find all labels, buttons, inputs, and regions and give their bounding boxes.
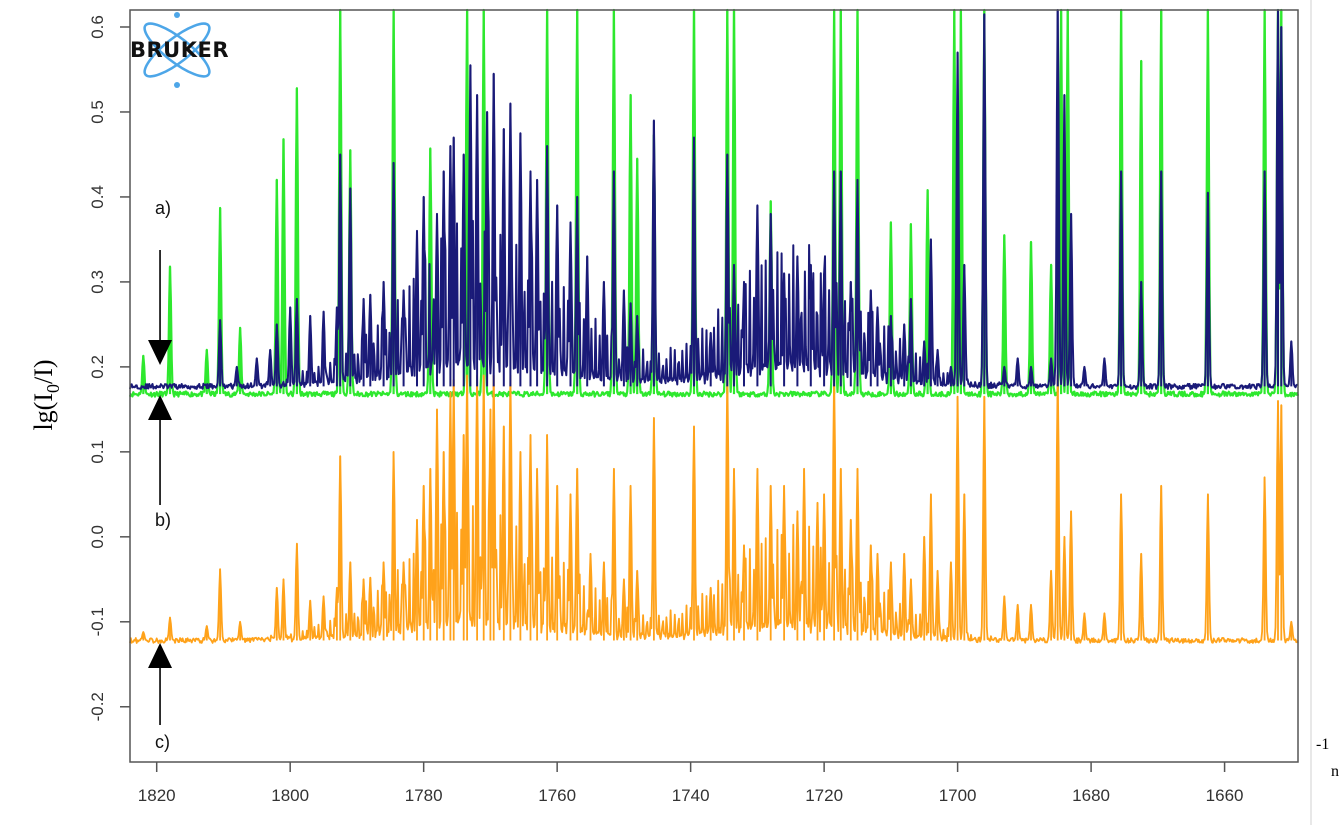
x-tick-label: 1800: [271, 786, 309, 805]
y-tick-label: -0.2: [88, 692, 107, 721]
series-c-line: [129, 374, 1299, 644]
annotation-c: c): [148, 643, 173, 752]
arrow-head-icon: [148, 395, 173, 420]
x-tick-label: 1680: [1072, 786, 1110, 805]
logo-orbit-icon: [143, 12, 211, 88]
annotations: a) b) c): [148, 198, 173, 752]
x-axis-unit-fragment: n: [1331, 763, 1339, 780]
series-a-line: [128, 8, 1300, 398]
series-b-line: [129, 9, 1299, 390]
x-axis-unit-superscript: -1: [1316, 736, 1329, 753]
bruker-logo: BRUKER: [130, 12, 229, 88]
y-tick-label: -0.1: [88, 607, 107, 636]
annotation-label: b): [155, 510, 171, 530]
y-axis-label: lg(I0/I): [29, 359, 63, 430]
y-tick-label: 0.5: [88, 100, 107, 124]
plot-frame: [129, 9, 1299, 763]
x-axis: 1820 1800 1780 1760 1740 1720 1700 1680 1660: [138, 762, 1244, 805]
y-tick-label: 0.1: [88, 440, 107, 464]
series-c-peaks: [142, 375, 1293, 641]
series-b-peaks: [219, 10, 1293, 387]
y-axis: -0.2 -0.1 0.0 0.1 0.2 0.3 0.4 0.5 0.6: [88, 15, 130, 721]
x-tick-label: 1740: [672, 786, 710, 805]
y-axis-label-subscript: 0: [43, 384, 63, 393]
x-tick-label: 1720: [805, 786, 843, 805]
logo-text: BRUKER: [130, 38, 229, 62]
x-tick-label: 1660: [1206, 786, 1244, 805]
y-tick-label: 0.4: [88, 185, 107, 209]
y-tick-label: 0.3: [88, 270, 107, 294]
annotation-label: c): [155, 732, 170, 752]
y-tick-label: 0.6: [88, 15, 107, 39]
arrow-head-icon: [148, 643, 173, 668]
x-tick-label: 1780: [405, 786, 443, 805]
x-tick-label: 1820: [138, 786, 176, 805]
series-a-peaks: [142, 10, 1283, 395]
y-tick-label: 0.0: [88, 525, 107, 549]
x-tick-label: 1700: [939, 786, 977, 805]
series-layer: [128, 8, 1300, 644]
y-axis-label-tail: /I): [29, 359, 58, 384]
annotation-b: b): [148, 395, 173, 530]
annotation-a: a): [148, 198, 173, 365]
annotation-label: a): [155, 198, 171, 218]
y-axis-label-main: lg(I: [29, 393, 58, 431]
y-tick-label: 0.2: [88, 355, 107, 379]
arrow-head-icon: [148, 340, 173, 365]
x-tick-label: 1760: [538, 786, 576, 805]
